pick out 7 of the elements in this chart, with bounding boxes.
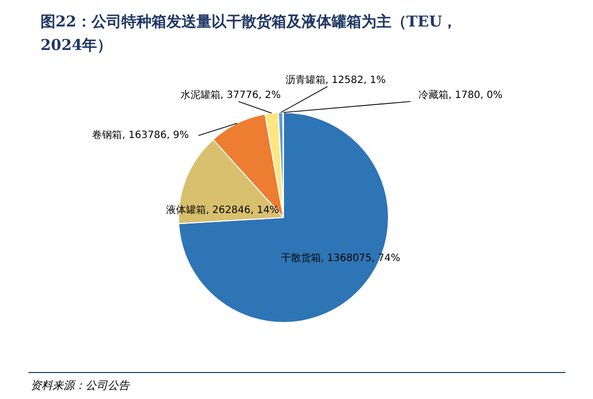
slice-label: 卷钢箱, 163786, 9% (92, 129, 189, 141)
slice-label: 干散货箱, 1368075, 74% (280, 252, 400, 264)
text: 资料来源：公司公告 (30, 379, 130, 392)
slice-label: 冷藏箱, 1780, 0% (418, 89, 503, 101)
chart-title: 图22：公司特种箱发送量以干散货箱及液体罐箱为主（TEU， 2024年） (40, 12, 458, 54)
slice-label: 沥青罐箱, 12582, 1% (285, 74, 386, 86)
slice-label: 水泥罐箱, 37776, 2% (180, 89, 281, 101)
